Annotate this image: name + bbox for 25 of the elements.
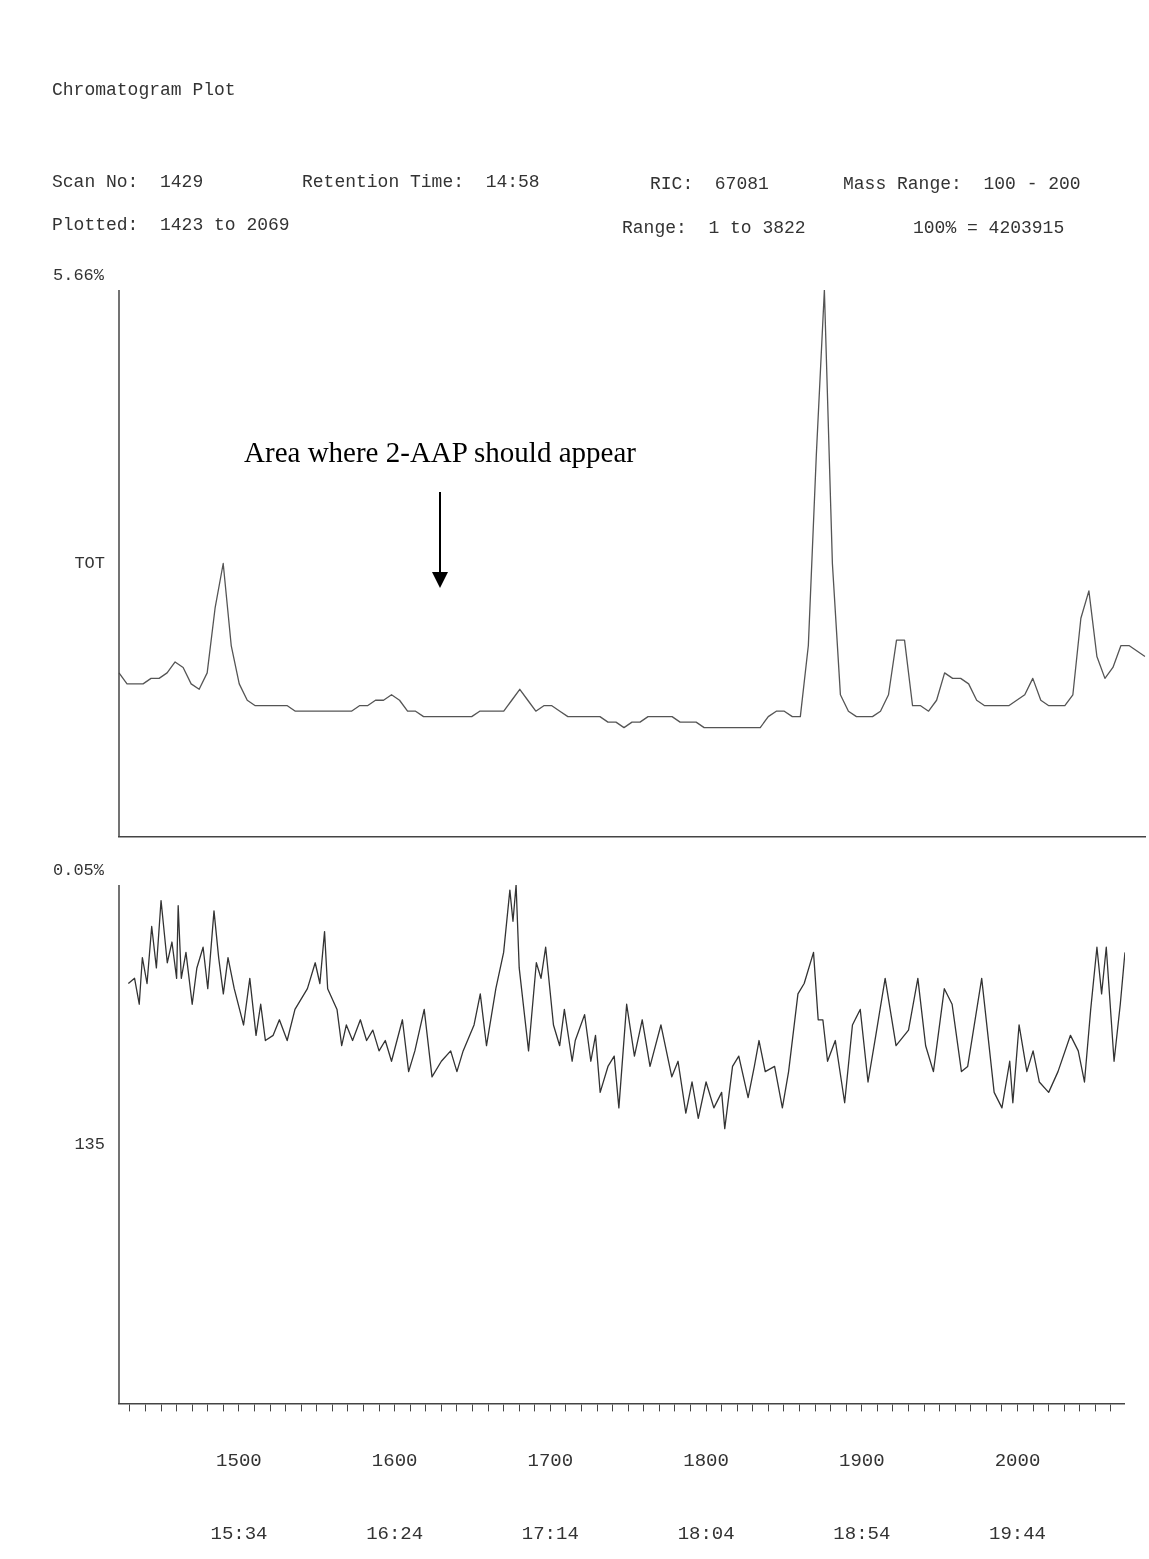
x-tick-label: 1600 [371,1449,418,1472]
text: Mass Range: 100 - 200 [843,174,1081,194]
text: Range: 1 to 3822 [622,218,806,238]
chart-title: Chromatogram Plot [52,80,236,100]
x2-tick-label: 17:14 [521,1522,579,1545]
x2-tick-label: 19:44 [989,1522,1047,1545]
x2-tick-label: 16:24 [366,1522,424,1545]
y-axis-title: 135 [74,1134,105,1154]
x-tick-label: 2000 [994,1449,1041,1472]
y-axis-title: TOT [74,554,105,573]
x-tick-label: 1900 [838,1449,885,1472]
annotation: Area where 2-AAP should appear [200,422,680,482]
text: Scan No: 1429 [52,172,204,192]
x-tick-label: 1700 [527,1449,574,1472]
text: Plotted: 1423 to 2069 [52,215,290,235]
x2-tick-label: 15:34 [210,1522,268,1545]
x-tick-label: 1500 [216,1449,262,1472]
text: Retention Time: 14:58 [302,172,540,192]
x2-tick-label: 18:04 [677,1522,735,1545]
x2-tick-label: 18:54 [833,1522,891,1545]
text: 5.66% [53,266,105,285]
x-tick-label: 1800 [683,1449,729,1472]
text: 0.05% [53,861,105,880]
text: 100% = 4203915 [913,218,1065,238]
text: RIC: 67081 [650,174,769,194]
